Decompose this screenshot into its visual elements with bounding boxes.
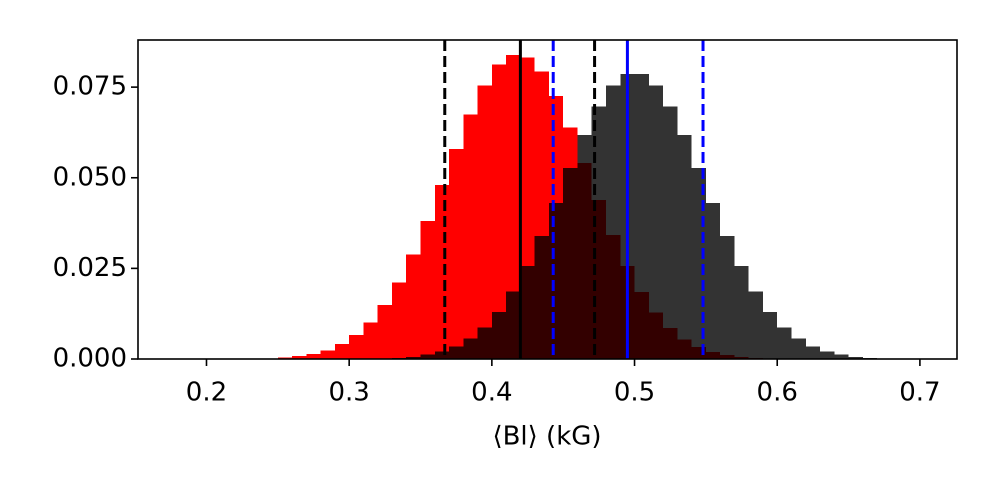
histogram-bar [449, 148, 464, 359]
y-tick-label: 0.025 [53, 253, 127, 283]
histogram-bar [677, 134, 692, 359]
histogram-bar [663, 106, 678, 360]
histogram-bar [606, 85, 621, 359]
histogram-bar [634, 74, 649, 359]
y-tick-label: 0.075 [53, 72, 127, 102]
histogram-bar [434, 185, 450, 359]
x-tick-label: 0.5 [614, 378, 655, 408]
histogram-bar [292, 356, 307, 359]
plot-frame [137, 39, 958, 360]
histogram-bar [306, 353, 321, 359]
histogram-bar [406, 356, 421, 359]
histogram-bar [463, 114, 478, 359]
histogram-bar [406, 254, 421, 359]
histogram-bar [434, 351, 450, 359]
y-tick-label: 0.000 [53, 344, 127, 374]
y-tick-label: 0.050 [53, 162, 127, 192]
histogram-bar [534, 236, 549, 359]
histogram-bar [691, 167, 706, 359]
histogram-bar [506, 55, 521, 359]
histogram-bar [720, 236, 735, 359]
histogram-bar [506, 291, 521, 359]
histogram-bar [820, 351, 835, 359]
histogram-bar [377, 304, 392, 359]
histogram-bar [548, 202, 564, 359]
histogram-bar [563, 167, 578, 359]
histogram-bar [391, 282, 407, 359]
histogram-bar [762, 311, 778, 359]
histogram-bar [363, 322, 378, 359]
x-tick-label: 0.7 [899, 378, 940, 408]
histogram-bar [805, 346, 821, 359]
histogram-bar [334, 344, 350, 359]
histogram-bar [320, 350, 335, 359]
histogram-bar [734, 266, 749, 359]
histogram-bar [349, 335, 364, 359]
histogram-bar [477, 327, 492, 359]
histogram-bar [648, 85, 664, 359]
histogram-bar [477, 85, 492, 359]
x-tick-label: 0.3 [328, 378, 369, 408]
histogram-bar [491, 64, 507, 360]
histogram-bar [748, 291, 763, 359]
histogram-bar [791, 338, 806, 359]
histogram-bar [420, 220, 435, 359]
histogram-bar [420, 354, 435, 359]
histogram-bar [705, 202, 721, 359]
histogram-bar [848, 356, 863, 359]
x-tick-label: 0.6 [757, 378, 798, 408]
histogram-bar [777, 327, 792, 359]
histogram-bar [449, 346, 464, 359]
histogram-bar [520, 266, 535, 359]
histogram-bar [463, 338, 478, 359]
x-axis-label: ⟨Bl⟩ (kG) [492, 422, 601, 452]
histogram-bar [491, 311, 507, 359]
x-tick-label: 0.2 [186, 378, 227, 408]
histogram-bar [834, 354, 849, 359]
x-tick-label: 0.4 [471, 378, 512, 408]
histogram-bar [577, 134, 592, 359]
